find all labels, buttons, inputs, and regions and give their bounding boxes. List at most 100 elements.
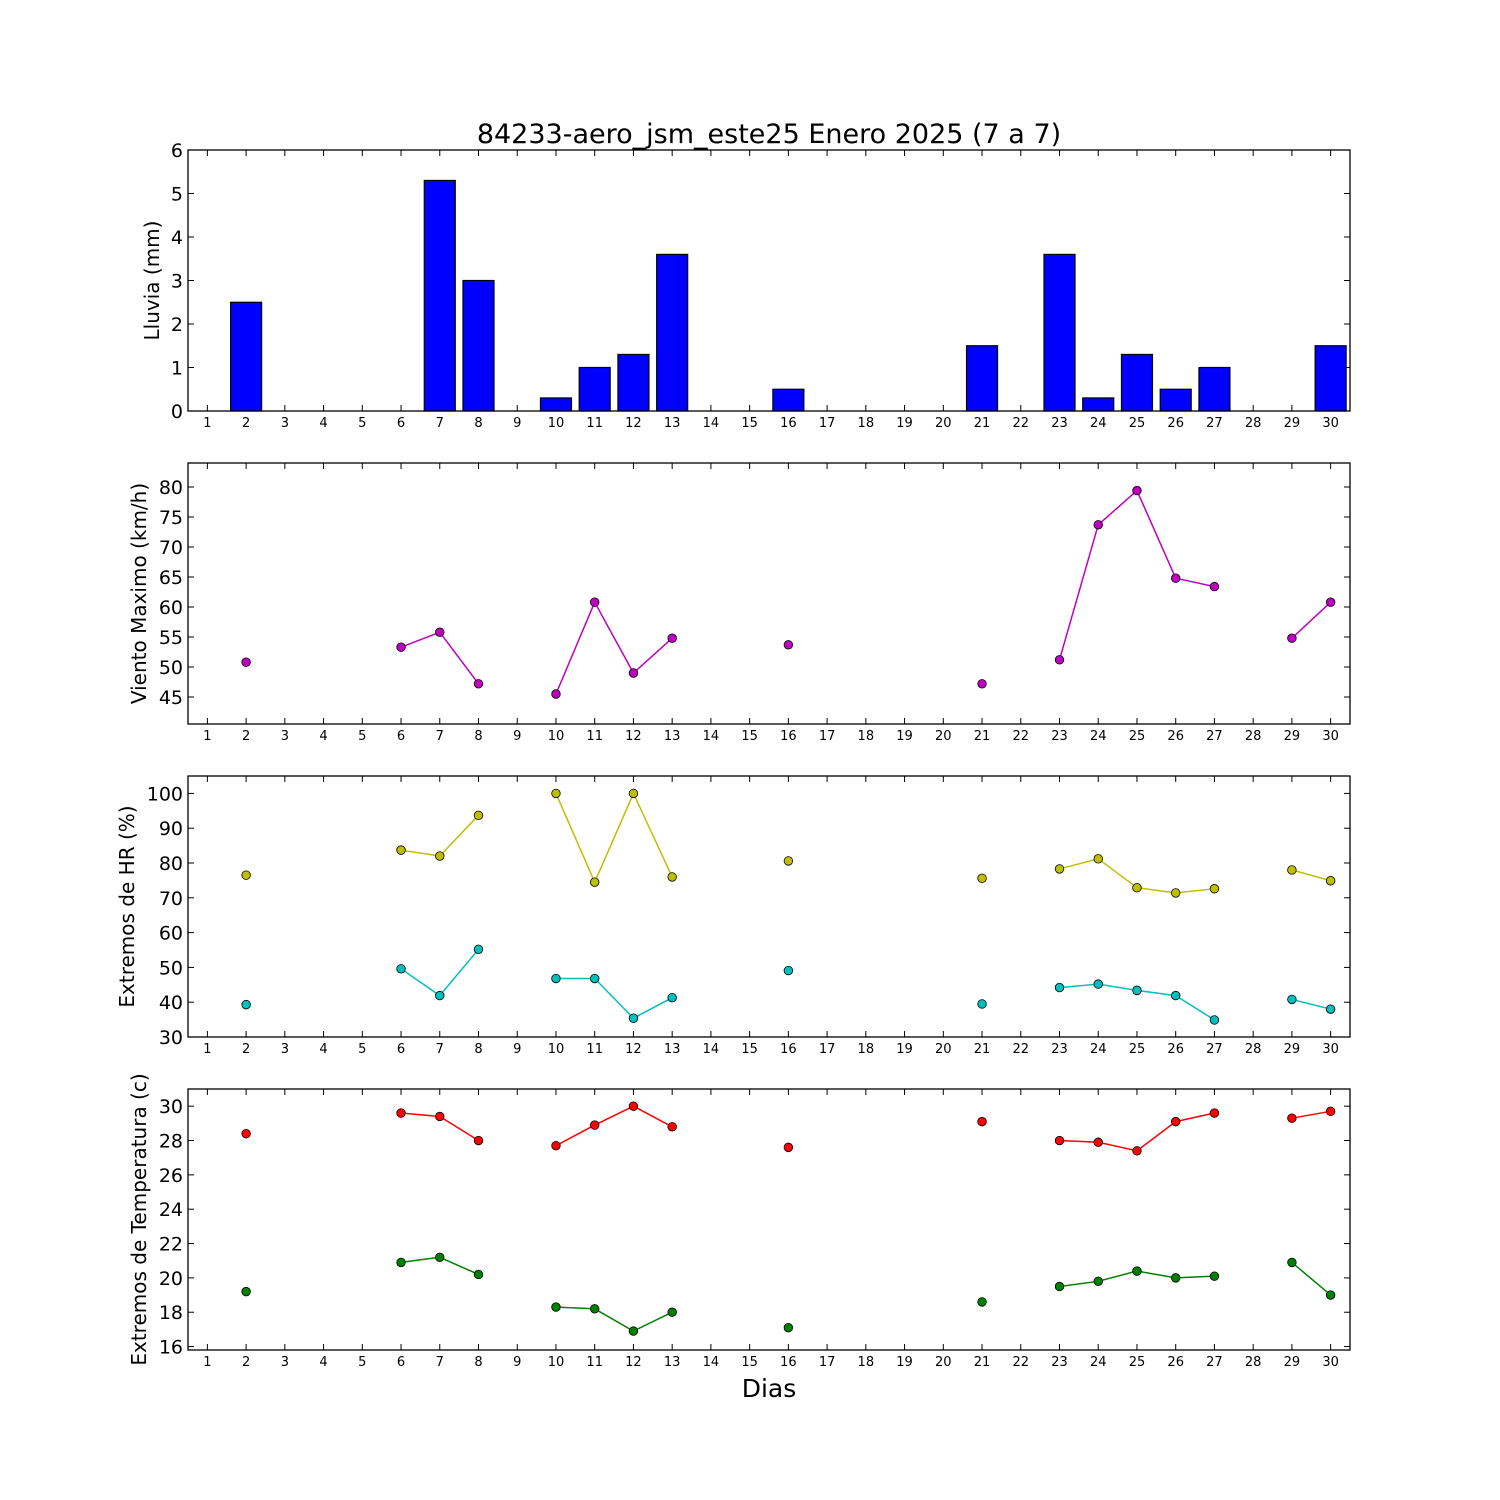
y-tick-label: 50: [159, 957, 183, 979]
temp-min-point: [1209, 1271, 1220, 1281]
series-line: [1291, 601, 1332, 639]
temp-min-point: [435, 1252, 445, 1262]
temp-max-point: [396, 1108, 406, 1118]
y-tick-label: 75: [159, 507, 183, 529]
x-tick-label: 28: [1245, 729, 1262, 744]
series-line: [439, 1115, 479, 1142]
x-tick-label: 12: [625, 416, 642, 431]
series-line: [1175, 1275, 1215, 1279]
y-tick-label: 70: [159, 888, 183, 910]
temp-max-point: [667, 1122, 677, 1132]
y-tick-label: 16: [159, 1337, 183, 1359]
x-tick-label: 1: [203, 1355, 211, 1370]
x-tick-label: 15: [741, 729, 758, 744]
y-tick-label: 4: [171, 227, 183, 249]
x-tick-label: 14: [703, 729, 720, 744]
temp-min-point: [977, 1297, 987, 1307]
rain-bar: [965, 345, 999, 412]
x-tick-label: 10: [548, 1042, 565, 1057]
x-tick-label: 6: [397, 1042, 405, 1057]
temp-min-point: [1132, 1266, 1142, 1276]
series-line: [555, 793, 596, 883]
x-tick-label: 5: [358, 416, 366, 431]
x-tick-label: 29: [1284, 1355, 1301, 1370]
y-tick-label: 5: [171, 184, 183, 206]
x-tick-label: 1: [203, 729, 211, 744]
hr-max-point: [628, 788, 639, 799]
x-tick-label: 12: [625, 1355, 642, 1370]
series-line: [1059, 1139, 1099, 1143]
x-tick-label: 12: [625, 1042, 642, 1057]
temp-min-point: [241, 1286, 251, 1297]
x-tick-label: 2: [242, 729, 250, 744]
x-tick-label: 17: [819, 1042, 836, 1057]
series-line: [632, 793, 673, 878]
y-tick-label: 100: [147, 783, 183, 805]
series-line: [439, 948, 480, 997]
y-tick-label: 70: [159, 537, 183, 559]
series-line: [633, 1105, 673, 1128]
hr-max-point: [435, 851, 445, 861]
hr-min-point: [1054, 982, 1065, 993]
x-tick-label: 7: [436, 1042, 444, 1057]
series-line: [400, 849, 440, 857]
x-tick-label: 14: [703, 1042, 720, 1057]
wind-point: [977, 679, 987, 689]
x-tick-label: 27: [1206, 729, 1223, 744]
wind-point: [435, 627, 445, 637]
hr-min-point: [241, 999, 251, 1010]
x-tick-label: 24: [1090, 729, 1107, 744]
x-tick-label: 9: [513, 1355, 521, 1370]
y-tick-label: 22: [159, 1234, 183, 1256]
rain-bar: [617, 353, 650, 412]
y-tick-label: 80: [159, 477, 183, 499]
rain-bar: [230, 301, 263, 412]
x-tick-label: 25: [1129, 1355, 1146, 1370]
x-tick-label: 25: [1129, 1042, 1146, 1057]
temp-max-point: [977, 1116, 987, 1127]
temp-max-point: [1325, 1106, 1336, 1117]
series-line: [594, 1105, 634, 1126]
temp-min-point: [1287, 1257, 1297, 1268]
hr-min-point: [1325, 1004, 1336, 1014]
x-tick-label: 25: [1129, 729, 1146, 744]
y-tick-label: 6: [171, 140, 183, 162]
rain-bar: [1314, 345, 1347, 412]
x-tick-label: 28: [1245, 416, 1262, 431]
series-line: [1059, 858, 1099, 870]
series-line: [400, 968, 441, 997]
series-line: [594, 601, 635, 674]
wind-point: [241, 657, 251, 667]
x-tick-label: 20: [935, 729, 952, 744]
series-line: [594, 1308, 634, 1332]
series-line: [1097, 858, 1138, 889]
x-tick-label: 1: [203, 1042, 211, 1057]
y-tick-label: 28: [159, 1131, 183, 1153]
y-label-rain: Lluvia (mm): [140, 221, 164, 341]
x-tick-label: 3: [281, 416, 289, 431]
x-tick-label: 20: [935, 416, 952, 431]
hr-min-point: [396, 964, 406, 974]
x-tick-label: 23: [1051, 1042, 1068, 1057]
x-tick-label: 21: [974, 1355, 991, 1370]
y-tick-label: 90: [159, 818, 183, 840]
x-tick-label: 24: [1090, 416, 1107, 431]
wind-point: [1325, 597, 1336, 607]
temp-max-point: [1132, 1146, 1142, 1156]
temp-min-point: [590, 1304, 600, 1314]
temp-max-point: [551, 1140, 561, 1151]
y-tick-label: 45: [159, 687, 183, 709]
y-label-temperature: Extremos de Temperatura (c): [127, 1073, 151, 1365]
x-tick-label: 18: [858, 729, 875, 744]
y-label-humidity: Extremos de HR (%): [115, 805, 139, 1007]
temp-min-point: [1170, 1273, 1181, 1283]
y-tick-label: 24: [159, 1199, 183, 1221]
x-axis-label: Dias: [742, 1374, 797, 1403]
temp-min-point: [628, 1326, 639, 1336]
hr-max-point: [1209, 884, 1220, 894]
rain-bar: [462, 279, 495, 412]
x-tick-label: 2: [242, 416, 250, 431]
x-tick-label: 9: [513, 729, 521, 744]
temp-min-point: [783, 1322, 794, 1333]
